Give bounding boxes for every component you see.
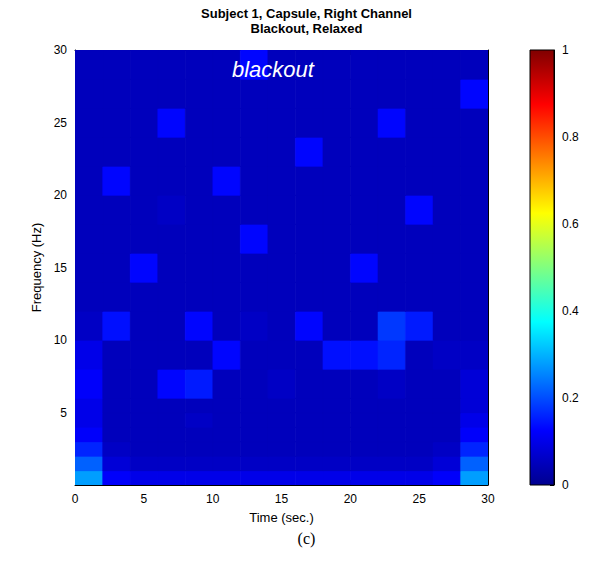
svg-text:0.4: 0.4 bbox=[562, 304, 579, 318]
svg-text:5: 5 bbox=[140, 492, 147, 506]
svg-text:Frequency (Hz): Frequency (Hz) bbox=[29, 223, 44, 313]
svg-text:1: 1 bbox=[562, 43, 569, 57]
svg-text:Blackout, Relaxed: Blackout, Relaxed bbox=[251, 21, 363, 36]
svg-text:5: 5 bbox=[60, 406, 67, 420]
svg-text:(c): (c) bbox=[298, 530, 316, 548]
svg-text:0: 0 bbox=[562, 478, 569, 492]
svg-text:20: 20 bbox=[344, 492, 358, 506]
svg-text:20: 20 bbox=[54, 188, 68, 202]
svg-text:30: 30 bbox=[481, 492, 495, 506]
svg-text:Time (sec.): Time (sec.) bbox=[249, 510, 314, 525]
svg-text:blackout: blackout bbox=[232, 57, 315, 82]
svg-text:15: 15 bbox=[54, 261, 68, 275]
svg-text:25: 25 bbox=[412, 492, 426, 506]
svg-text:10: 10 bbox=[54, 333, 68, 347]
svg-text:Subject 1, Capsule, Right Chan: Subject 1, Capsule, Right Channel bbox=[201, 6, 412, 21]
svg-text:25: 25 bbox=[54, 116, 68, 130]
svg-text:15: 15 bbox=[275, 492, 289, 506]
svg-text:0.6: 0.6 bbox=[562, 217, 579, 231]
svg-text:0: 0 bbox=[72, 492, 79, 506]
svg-text:0.2: 0.2 bbox=[562, 391, 579, 405]
svg-text:10: 10 bbox=[206, 492, 220, 506]
svg-text:30: 30 bbox=[54, 43, 68, 57]
svg-text:0.8: 0.8 bbox=[562, 130, 579, 144]
